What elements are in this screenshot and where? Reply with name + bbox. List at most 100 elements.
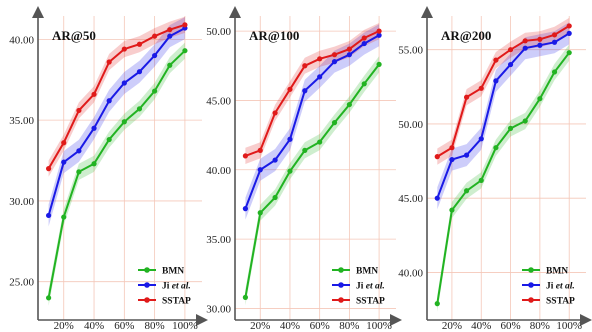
- panel-title: AR@50: [52, 28, 96, 43]
- data-point: [61, 214, 67, 220]
- x-tick-label: 100%: [172, 320, 198, 332]
- legend-marker: [528, 282, 534, 288]
- y-tick-label: 25.00: [9, 277, 34, 289]
- data-point: [302, 147, 308, 153]
- data-point: [478, 136, 484, 142]
- series-line: [436, 25, 570, 158]
- data-point: [46, 212, 52, 219]
- data-point: [566, 30, 572, 36]
- y-tick-label: 40.00: [9, 34, 34, 46]
- data-point: [361, 40, 367, 47]
- data-point: [91, 91, 97, 97]
- data-point: [537, 42, 543, 48]
- data-point: [272, 157, 278, 163]
- data-point: [522, 118, 528, 124]
- data-point: [331, 52, 338, 58]
- x-tick-label: 100%: [556, 320, 582, 332]
- legend-marker: [144, 297, 150, 303]
- legend-marker: [144, 282, 150, 288]
- legend-label: Ji et al.: [162, 282, 191, 292]
- data-point: [106, 59, 112, 65]
- x-tick-label: 60%: [500, 320, 520, 332]
- data-point: [376, 32, 382, 38]
- confidence-band: [245, 24, 380, 220]
- data-point: [287, 136, 293, 142]
- legend-label: BMN: [356, 267, 378, 277]
- x-axis-arrow: [390, 314, 402, 326]
- data-point: [551, 69, 558, 75]
- y-tick-label: 30.00: [9, 196, 34, 208]
- data-point: [257, 167, 263, 173]
- data-point: [331, 59, 338, 65]
- data-point: [537, 36, 543, 42]
- data-point: [493, 145, 499, 151]
- legend-marker: [144, 267, 150, 273]
- data-point: [317, 74, 323, 80]
- data-point: [136, 69, 143, 75]
- series-line: [47, 49, 186, 298]
- series-line: [47, 23, 186, 170]
- x-tick-label: 60%: [114, 320, 134, 332]
- confidence-band: [245, 23, 380, 164]
- series-line: [244, 63, 380, 298]
- y-tick-label: 40.00: [398, 267, 423, 279]
- confidence-band: [48, 42, 185, 306]
- data-point: [46, 295, 52, 301]
- data-point: [376, 28, 382, 34]
- data-point: [121, 80, 127, 86]
- x-tick-label: 60%: [310, 320, 330, 332]
- legend-label: BMN: [162, 267, 184, 277]
- data-point: [182, 48, 188, 54]
- y-tick-label: 45.00: [398, 193, 423, 205]
- x-tick-label: 80%: [339, 320, 359, 332]
- data-point: [317, 139, 323, 145]
- legend-marker: [528, 267, 534, 273]
- data-point: [522, 38, 528, 44]
- panel-2: 20% 40% 60% 80% 100% 30.00 35.00 40.00 45.00 50.0…: [206, 6, 402, 332]
- panel-1: 20% 40% 60% 80% 100% 25.00 30.00 35.00 40.00 AR@5…: [9, 6, 208, 332]
- legend-marker: [338, 282, 344, 288]
- legend-marker: [528, 297, 534, 303]
- data-point: [136, 41, 143, 47]
- confidence-band: [48, 17, 185, 227]
- data-point: [361, 81, 367, 87]
- series-line: [245, 30, 380, 157]
- data-point: [434, 301, 440, 307]
- data-point: [376, 61, 382, 67]
- x-tick-label: 80%: [530, 320, 550, 332]
- y-axis-arrow: [32, 6, 44, 18]
- y-tick-label: 40.00: [206, 165, 231, 177]
- data-point: [121, 46, 127, 52]
- data-point: [566, 23, 572, 29]
- y-tick-label: 30.00: [206, 303, 231, 315]
- legend-label: BMN: [546, 267, 568, 277]
- y-tick-label: 55.00: [398, 45, 423, 57]
- data-point: [242, 153, 248, 159]
- confidence-band: [437, 17, 570, 165]
- data-point: [346, 52, 352, 58]
- data-point: [566, 50, 572, 56]
- x-tick-label: 40%: [84, 320, 104, 332]
- legend-label: Ji et al.: [546, 282, 575, 292]
- legend-label: SSTAP: [546, 297, 575, 307]
- data-point: [478, 177, 484, 183]
- data-point: [522, 45, 528, 51]
- data-point: [152, 88, 158, 94]
- data-point: [449, 145, 455, 151]
- x-tick-label: 20%: [250, 320, 270, 332]
- data-point: [463, 188, 470, 194]
- data-point: [167, 62, 173, 68]
- data-point: [302, 88, 308, 94]
- y-tick-label: 50.00: [206, 26, 231, 38]
- data-point: [551, 39, 558, 45]
- data-point: [361, 35, 367, 41]
- legend-label: Ji et al.: [356, 282, 385, 292]
- x-tick-label: 20%: [442, 320, 462, 332]
- y-tick-label: 35.00: [206, 234, 231, 246]
- data-point: [449, 207, 455, 213]
- data-point: [346, 101, 352, 108]
- y-tick-label: 45.00: [206, 95, 231, 107]
- y-axis-arrow: [421, 6, 433, 18]
- data-point: [91, 125, 97, 131]
- panel-title: AR@100: [249, 28, 299, 43]
